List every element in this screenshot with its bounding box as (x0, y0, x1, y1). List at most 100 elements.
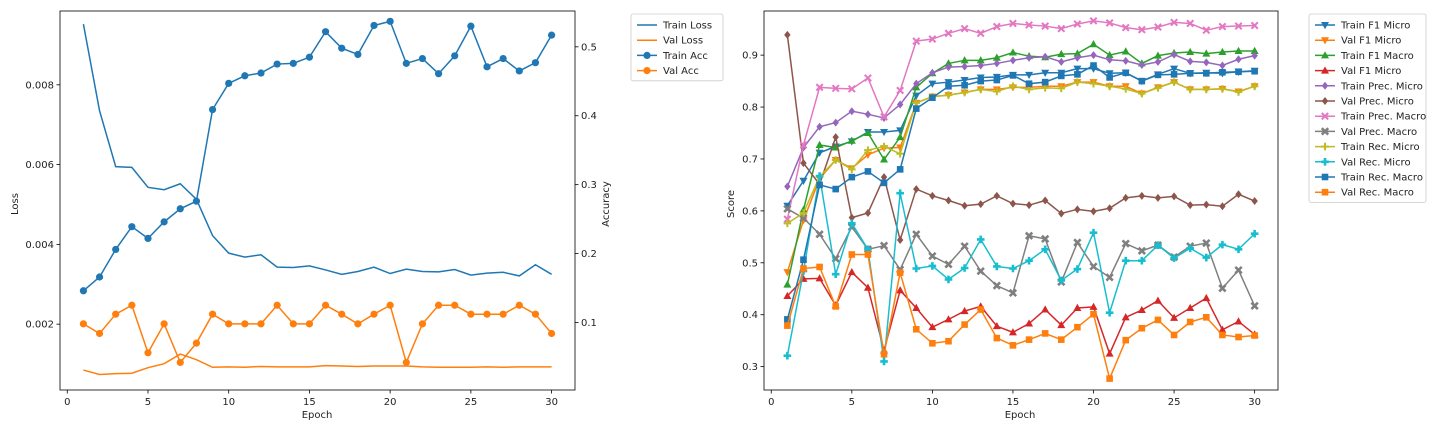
data-point (418, 320, 427, 328)
data-point (1106, 204, 1113, 213)
data-point (928, 251, 937, 261)
data-point (354, 50, 362, 59)
legend-label: Train F1 Micro (1340, 21, 1410, 32)
data-point (1008, 48, 1017, 56)
data-point (831, 270, 840, 279)
data-point (847, 84, 856, 93)
data-point (912, 303, 921, 311)
data-point (1202, 70, 1210, 77)
data-point (1154, 241, 1162, 249)
data-point (1186, 47, 1195, 56)
legend-item-train-loss: Train Loss (637, 21, 712, 32)
data-point (944, 260, 953, 269)
data-point (977, 61, 984, 70)
data-point (402, 59, 410, 67)
legend-item-train-rec-macro: Train Rec. Macro (1315, 173, 1423, 184)
data-point (1009, 19, 1017, 28)
legend-marker (1321, 66, 1329, 74)
data-point (1073, 303, 1082, 311)
data-point (1251, 197, 1258, 206)
data-point (79, 287, 88, 295)
data-point (176, 205, 184, 213)
data-point (976, 29, 985, 38)
data-point (815, 230, 824, 239)
data-point (1057, 276, 1066, 285)
data-point (913, 185, 920, 194)
data-point (1105, 273, 1114, 282)
data-point (257, 320, 265, 328)
data-point (944, 315, 953, 323)
data-point (944, 79, 953, 87)
data-point (1235, 190, 1242, 199)
data-point (848, 107, 856, 116)
x-tick-label: 10 (222, 397, 235, 408)
data-point (1041, 330, 1049, 337)
data-point (945, 63, 952, 72)
data-point (783, 291, 792, 300)
data-point (1154, 193, 1162, 202)
data-point (128, 301, 136, 309)
y-axis-label: Score (726, 190, 737, 218)
y-tick-label: 0.4 (742, 310, 758, 321)
data-point (800, 265, 807, 272)
series-line (82, 24, 552, 277)
data-point (960, 88, 969, 97)
data-point (783, 269, 792, 277)
series-line (786, 270, 1256, 356)
data-point (1074, 205, 1081, 214)
data-point (960, 306, 969, 315)
data-point (1041, 22, 1050, 30)
data-point (1251, 332, 1258, 339)
x-tick-label: 20 (384, 397, 397, 408)
data-point (993, 191, 1001, 200)
data-point (1219, 61, 1226, 70)
data-point (912, 37, 921, 46)
y2-tick-label: 0.3 (581, 180, 597, 191)
data-point (864, 251, 872, 258)
data-point (960, 264, 969, 272)
data-point (128, 223, 136, 231)
data-point (1235, 55, 1242, 64)
y2-tick-label: 0.2 (581, 249, 597, 260)
data-point (945, 337, 952, 345)
data-point (1170, 65, 1179, 73)
data-point (1106, 375, 1113, 382)
legend-item-val-loss: Val Loss (637, 36, 703, 47)
data-point (1090, 310, 1097, 318)
data-point (815, 172, 824, 180)
data-point (1122, 56, 1129, 65)
data-point (945, 196, 952, 205)
data-point (208, 105, 217, 114)
data-point (928, 80, 937, 88)
data-point (800, 256, 807, 263)
data-point (1041, 69, 1050, 77)
data-point (1105, 50, 1114, 59)
y-tick-label: 0.6 (742, 206, 758, 217)
data-point (1025, 256, 1033, 265)
data-point (863, 283, 872, 291)
data-point (880, 179, 888, 187)
data-point (1073, 20, 1082, 28)
data-point (912, 325, 920, 333)
data-point (784, 322, 791, 329)
data-point (1170, 18, 1178, 27)
data-point (847, 136, 856, 144)
series-line (786, 81, 1255, 224)
data-point (144, 349, 152, 357)
data-point (354, 320, 362, 328)
legend-item-val-rec-micro: Val Rec. Micro (1315, 157, 1411, 168)
y-tick-label: 0.7 (742, 154, 758, 165)
data-point (1138, 77, 1146, 85)
data-point (112, 310, 120, 318)
legend-label: Val Loss (663, 36, 703, 47)
data-point (977, 306, 985, 313)
data-point (976, 266, 985, 276)
data-point (880, 173, 888, 182)
x-tick-label: 15 (1007, 397, 1020, 408)
legend-label: Val Acc (663, 66, 699, 77)
data-point (1138, 256, 1146, 265)
data-point (880, 155, 889, 163)
data-point (338, 44, 346, 52)
data-point (1186, 303, 1195, 311)
